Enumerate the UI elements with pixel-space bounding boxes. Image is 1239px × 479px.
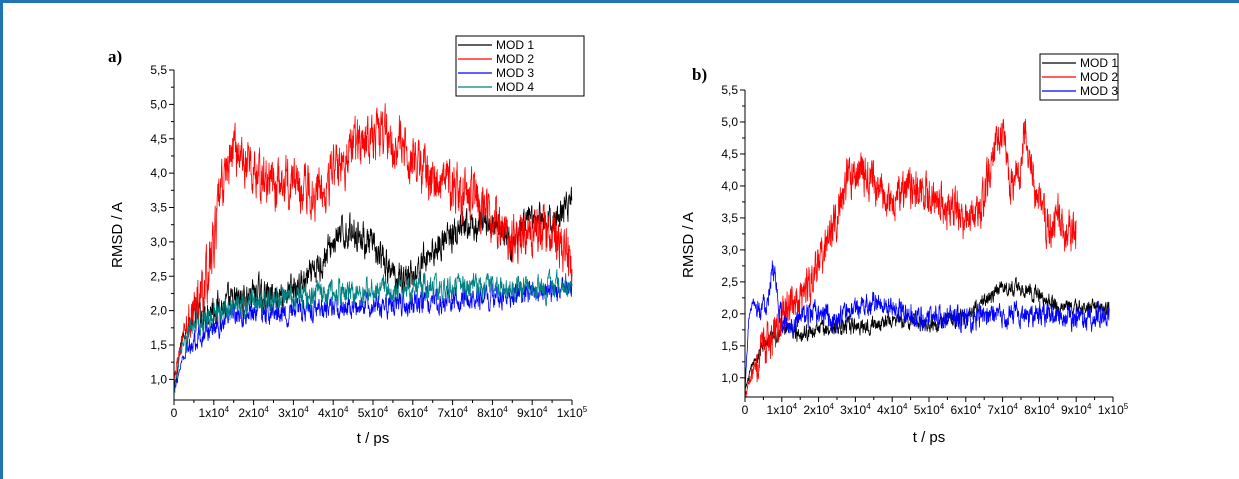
x-tick-label: 2x104 <box>803 402 834 417</box>
series-line-mod-1 <box>744 277 1110 390</box>
y-tick-label: 2,0 <box>721 307 738 321</box>
x-tick-label: 2x104 <box>238 405 269 420</box>
x-axis-label: t / ps <box>357 430 390 447</box>
x-tick-label: 0 <box>171 406 178 420</box>
y-tick-label: 4,0 <box>150 166 167 180</box>
chart-panel-a: a) 1,0 1,5 2,0 2,5 3,0 3,5 4,0 4,5 5,0 5,5 0 1x104 2x… <box>108 35 588 447</box>
x-tick-label: 1x104 <box>767 402 798 417</box>
x-tick-label: 6x104 <box>398 405 429 420</box>
x-tick-label: 8x104 <box>1024 402 1055 417</box>
x-tick-label: 1x105 <box>1098 402 1129 417</box>
legend-entry: MOD 2 <box>496 52 534 66</box>
x-tick-label: 4x104 <box>877 402 908 417</box>
x-tick-label: 3x104 <box>278 405 309 420</box>
legend-entry: MOD 4 <box>496 80 534 94</box>
x-tick-label: 7x104 <box>987 402 1018 417</box>
series-line-mod-2 <box>173 103 573 385</box>
x-tick-label: 8x104 <box>477 405 508 420</box>
chart-panel-b: b) 1,0 1,5 2,0 2,5 3,0 3,5 4,0 4,5 5,0 5,5 0 1x104 2x… <box>680 53 1129 446</box>
y-tick-label: 1,0 <box>150 372 167 386</box>
y-tick-label: 3,0 <box>721 243 738 257</box>
panel-label: b) <box>692 65 707 84</box>
y-axis-label: RMSD / A <box>109 202 126 268</box>
y-tick-label: 1,0 <box>721 371 738 385</box>
x-tick-label: 6x104 <box>951 402 982 417</box>
series-group <box>173 103 573 393</box>
y-tick-label: 5,5 <box>150 63 167 77</box>
legend-entry: MOD 2 <box>1080 70 1118 84</box>
y-tick-label: 2,5 <box>721 275 738 289</box>
frame-left-border <box>0 0 3 479</box>
x-axis-label: t / ps <box>913 429 946 446</box>
y-tick-label: 4,5 <box>150 132 167 146</box>
legend-entry: MOD 1 <box>496 38 534 52</box>
y-tick-label: 5,5 <box>721 83 738 97</box>
y-tick-label: 2,5 <box>150 269 167 283</box>
y-tick-label: 2,0 <box>150 304 167 318</box>
y-tick-label: 1,5 <box>721 339 738 353</box>
x-tick-label: 4x104 <box>318 405 349 420</box>
x-tick-label: 9x104 <box>517 405 548 420</box>
legend-entry: MOD 3 <box>496 66 534 80</box>
series-group <box>744 118 1110 397</box>
y-tick-label: 1,5 <box>150 338 167 352</box>
y-tick-label: 5,0 <box>150 97 167 111</box>
legend-box <box>455 35 585 97</box>
x-tick-label: 3x104 <box>840 402 871 417</box>
series-line-mod-4 <box>173 268 573 393</box>
series-line-mod-3 <box>744 260 1110 390</box>
series-line-mod-2 <box>744 118 1077 397</box>
y-tick-label: 4,5 <box>721 147 738 161</box>
panel-label: a) <box>108 47 122 66</box>
x-tick-label: 0 <box>742 403 749 417</box>
y-tick-label: 3,5 <box>150 201 167 215</box>
x-tick-label: 5x104 <box>358 405 389 420</box>
x-tick-label: 1x104 <box>199 405 230 420</box>
y-tick-label: 3,0 <box>150 235 167 249</box>
y-tick-label: 4,0 <box>721 179 738 193</box>
y-tick-label: 5,0 <box>721 115 738 129</box>
series-line-mod-1 <box>173 186 573 392</box>
y-axis-label: RMSD / A <box>680 212 697 278</box>
legend-entry: MOD 1 <box>1080 56 1118 70</box>
x-tick-label: 5x104 <box>914 402 945 417</box>
y-tick-label: 3,5 <box>721 211 738 225</box>
x-tick-label: 1x105 <box>557 405 588 420</box>
x-tick-label: 7x104 <box>437 405 468 420</box>
frame-top-border <box>0 0 1239 3</box>
legend-entry: MOD 3 <box>1080 84 1118 98</box>
x-tick-label: 9x104 <box>1061 402 1092 417</box>
